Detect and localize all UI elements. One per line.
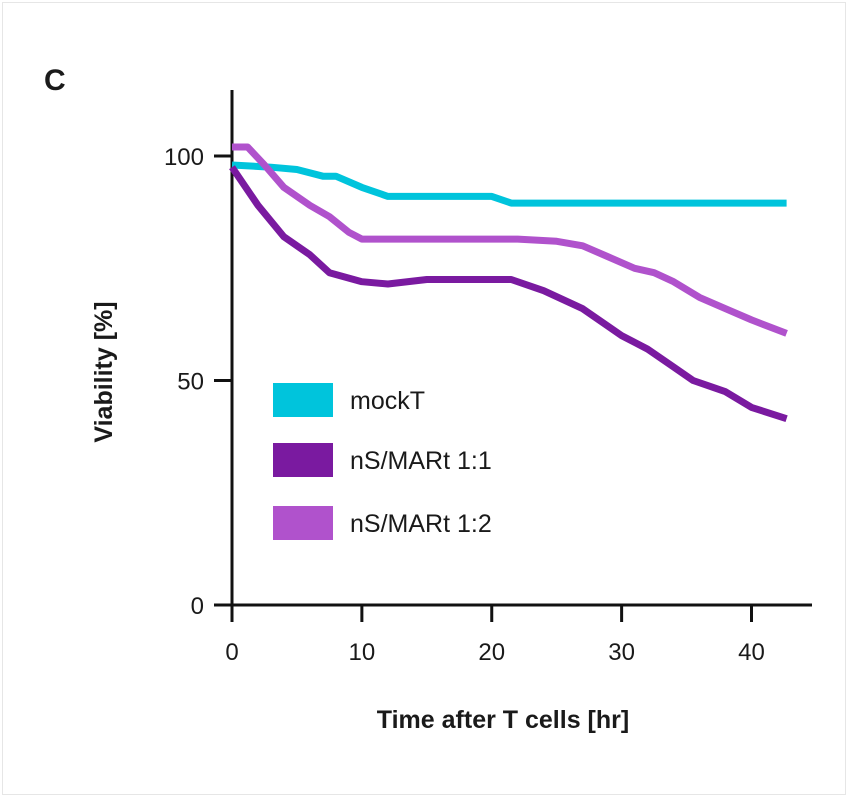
series-line-0: [231, 161, 787, 207]
panel-label: C: [44, 64, 66, 97]
legend-label: nS/MARt 1:2: [350, 510, 492, 538]
x-tick-label: 10: [349, 639, 376, 666]
x-tick-label: 40: [738, 639, 765, 666]
legend: mockT nS/MARt 1:1 nS/MARt 1:2: [273, 383, 492, 540]
x-axis-title: Time after T cells [hr]: [377, 706, 629, 734]
legend-label: mockT: [350, 387, 425, 415]
legend-swatch: [273, 443, 333, 477]
series-line-1: [229, 165, 788, 423]
legend-swatch: [273, 383, 333, 417]
legend-swatch: [273, 506, 333, 540]
x-tick-label: 20: [478, 639, 505, 666]
y-tick-label: 100: [164, 144, 204, 171]
y-axis-title: Viability [%]: [90, 301, 118, 442]
series-line-2: [232, 143, 788, 337]
y-tick-label: 0: [191, 593, 204, 620]
x-tick-label: 30: [608, 639, 635, 666]
x-tick-label: 0: [225, 639, 238, 666]
axes: 0 50 100 0 10 20 30 40: [164, 90, 812, 666]
y-tick-label: 50: [177, 369, 204, 396]
legend-label: nS/MARt 1:1: [350, 447, 492, 475]
series-lines: [229, 143, 788, 423]
